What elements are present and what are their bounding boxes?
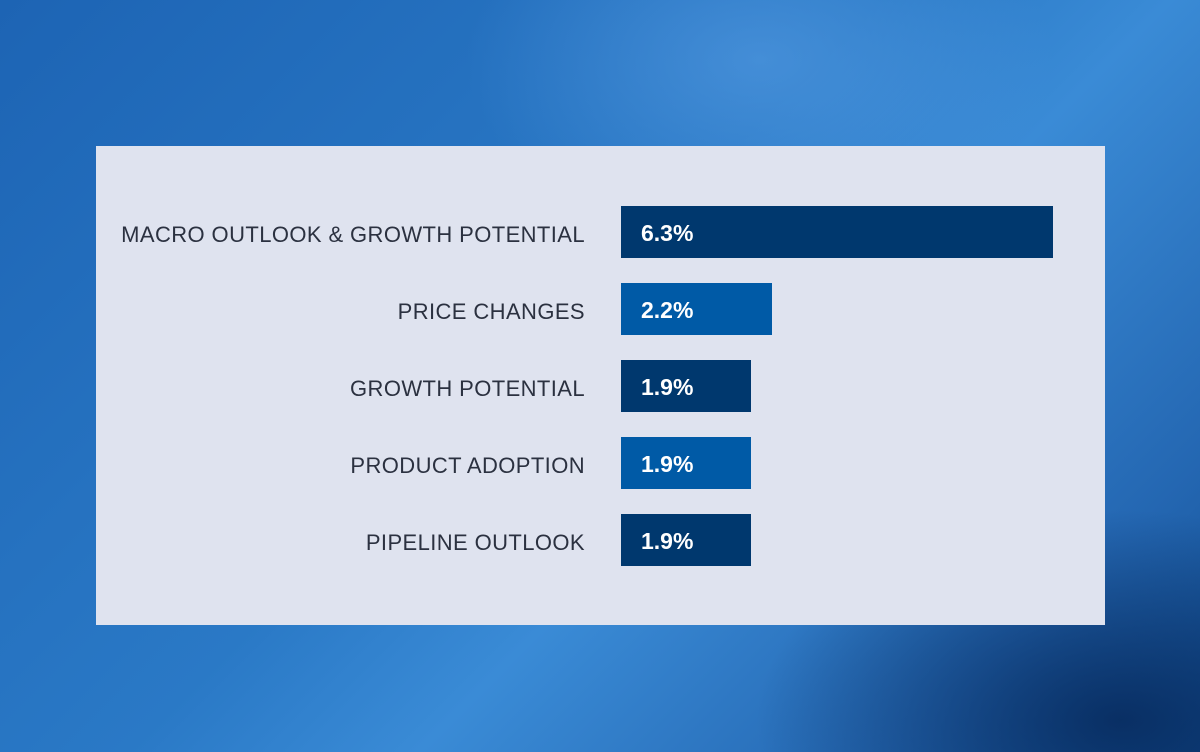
category-label: PIPELINE OUTLOOK: [365, 530, 585, 555]
value-label: 1.9%: [641, 374, 694, 400]
category-label: MACRO OUTLOOK & GROWTH POTENTIAL: [121, 222, 585, 247]
chart-panel: MACRO OUTLOOK & GROWTH POTENTIAL 6.3% PRIC…: [96, 146, 1105, 625]
bar-row: PRODUCT ADOPTION 1.9%: [96, 437, 1105, 489]
value-label: 2.2%: [641, 297, 694, 323]
value-label: 1.9%: [641, 451, 694, 477]
bar: [621, 283, 772, 335]
bar: [621, 360, 751, 412]
bar-row: MACRO OUTLOOK & GROWTH POTENTIAL 6.3%: [96, 206, 1105, 258]
category-label: PRICE CHANGES: [397, 299, 585, 324]
category-label: GROWTH POTENTIAL: [350, 376, 585, 401]
bar-row: PRICE CHANGES 2.2%: [96, 283, 1105, 335]
bar: [621, 514, 751, 566]
bar-row: PIPELINE OUTLOOK 1.9%: [96, 514, 1105, 566]
bar: [621, 437, 751, 489]
value-label: 1.9%: [641, 528, 694, 554]
bar: [621, 206, 1053, 258]
bar-row: GROWTH POTENTIAL 1.9%: [96, 360, 1105, 412]
value-label: 6.3%: [641, 220, 694, 246]
category-label: PRODUCT ADOPTION: [350, 453, 585, 478]
